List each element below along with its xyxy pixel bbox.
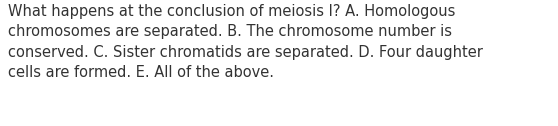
Text: What happens at the conclusion of meiosis I? A. Homologous
chromosomes are separ: What happens at the conclusion of meiosi… [8, 4, 483, 80]
